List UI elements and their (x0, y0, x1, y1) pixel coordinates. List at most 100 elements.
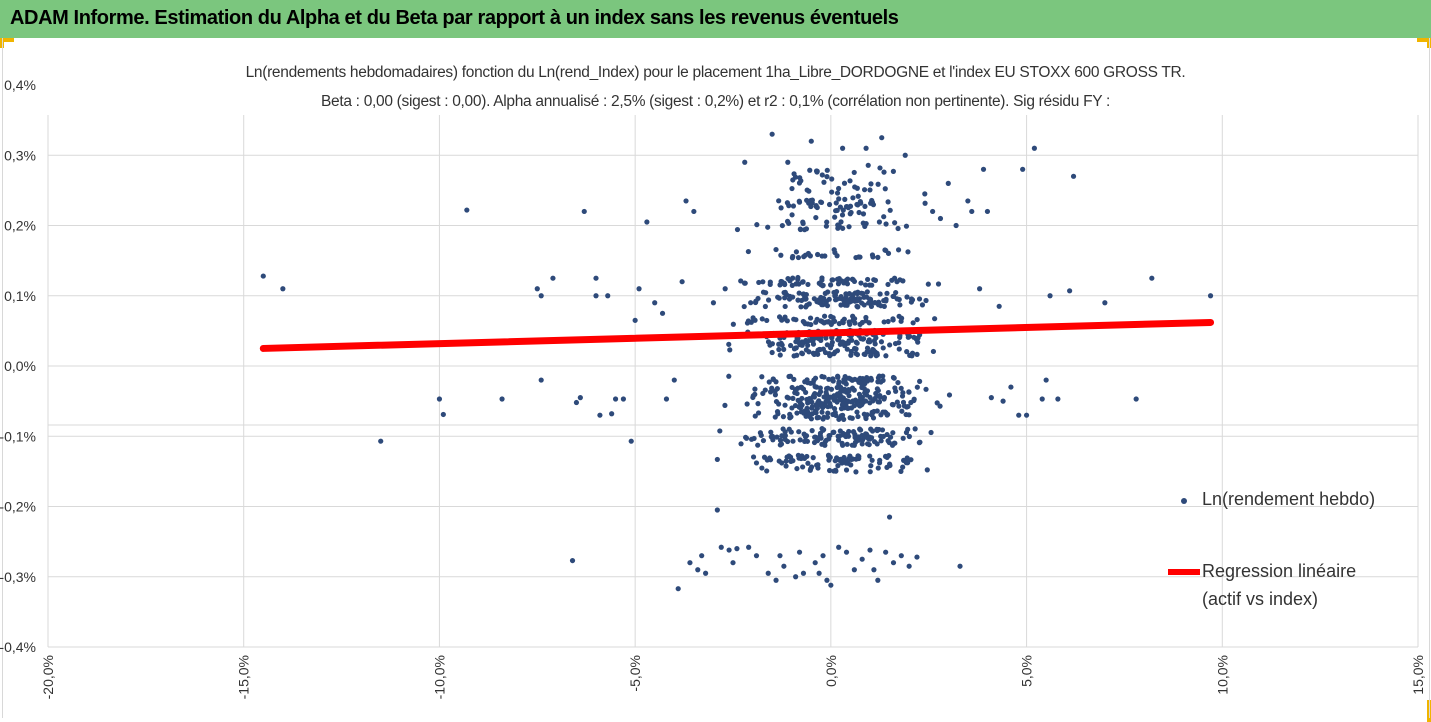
data-point (798, 405, 804, 411)
data-point (800, 220, 806, 227)
data-point (750, 454, 757, 460)
data-point (893, 388, 899, 394)
data-point (753, 460, 760, 466)
data-point (906, 433, 912, 440)
data-point (831, 247, 837, 253)
data-point (699, 553, 705, 559)
data-point (869, 428, 876, 434)
data-point (794, 390, 800, 397)
data-point (879, 427, 886, 433)
data-point (857, 426, 863, 432)
data-point (800, 318, 806, 325)
data-point (730, 560, 736, 566)
data-point (573, 399, 580, 406)
data-point (804, 187, 810, 193)
data-point (770, 437, 776, 443)
data-point (280, 286, 286, 292)
data-point (803, 413, 809, 419)
data-point (799, 350, 805, 356)
data-point (869, 457, 875, 463)
data-point (824, 219, 830, 225)
data-point (726, 547, 732, 553)
data-point (869, 199, 876, 206)
data-point (854, 409, 860, 415)
data-point (808, 138, 814, 144)
data-point (781, 289, 787, 296)
data-point (839, 212, 846, 218)
data-point (652, 300, 658, 306)
data-point (824, 174, 830, 180)
data-point (818, 435, 824, 441)
data-point (899, 393, 906, 399)
data-point (867, 282, 873, 288)
data-point (796, 549, 803, 555)
x-tick-label: -20,0% (40, 655, 56, 699)
data-point (935, 281, 942, 287)
data-point (881, 394, 888, 401)
data-point (821, 313, 828, 319)
data-point (846, 291, 852, 297)
data-point (832, 292, 838, 298)
data-point (806, 301, 812, 307)
data-point (903, 223, 910, 229)
data-point (773, 246, 779, 253)
data-point (890, 560, 897, 566)
data-point (879, 135, 885, 141)
data-point (876, 219, 883, 225)
data-point (906, 412, 912, 418)
data-point (1023, 412, 1030, 418)
data-point (977, 286, 983, 292)
data-point (861, 187, 868, 193)
data-point (862, 351, 868, 358)
data-point (769, 349, 775, 356)
data-point (904, 294, 910, 300)
data-point (851, 169, 857, 176)
data-point (844, 431, 850, 437)
data-point (877, 457, 883, 463)
data-point (750, 393, 756, 399)
data-point (906, 389, 912, 395)
data-point (881, 214, 887, 220)
data-point (800, 464, 806, 470)
data-point (911, 397, 917, 404)
data-point (775, 294, 781, 300)
data-point (892, 220, 898, 226)
data-point (839, 440, 845, 446)
data-point (850, 313, 856, 319)
data-point (859, 319, 865, 326)
data-point (791, 316, 797, 322)
data-point (726, 341, 732, 347)
data-point (912, 426, 918, 432)
data-point (822, 253, 828, 259)
data-point (862, 223, 868, 229)
data-point (789, 384, 795, 391)
data-point (890, 402, 896, 408)
data-point (871, 347, 877, 353)
data-point (782, 295, 788, 301)
data-point (810, 338, 816, 344)
data-point (798, 304, 804, 310)
data-point (889, 277, 895, 283)
data-point (845, 205, 851, 211)
tick-labels: -20,0% -15,0% -10,0% -5,0% 0,0% 5,0% 10,0% 15,0… (0, 77, 1426, 699)
data-point (782, 281, 788, 288)
data-point (877, 165, 883, 171)
data-point (663, 396, 670, 402)
data-point (762, 303, 768, 310)
data-point (828, 321, 834, 327)
data-point (1067, 288, 1073, 294)
data-point (831, 406, 838, 412)
data-point (810, 455, 816, 461)
data-point (914, 554, 920, 560)
data-point (752, 413, 758, 419)
data-point (819, 373, 825, 380)
data-point (797, 175, 803, 181)
data-point (534, 286, 540, 292)
data-point (884, 290, 890, 296)
data-point (855, 193, 861, 199)
data-point (780, 414, 787, 420)
data-point (804, 197, 810, 203)
data-point (835, 337, 841, 343)
data-point (821, 394, 827, 400)
